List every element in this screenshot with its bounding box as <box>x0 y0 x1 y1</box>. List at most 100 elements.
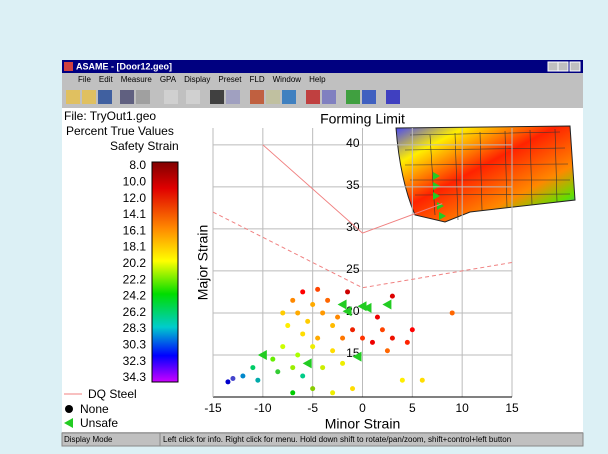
scale-label: 8.0 <box>129 158 146 172</box>
x-tick-label: 5 <box>409 401 416 415</box>
unsafe-point <box>342 306 352 317</box>
unsafe-point <box>382 299 392 310</box>
data-point <box>419 377 425 383</box>
data-point <box>290 365 296 371</box>
title-bar <box>62 60 583 73</box>
data-point <box>300 289 306 295</box>
unsafe-point <box>362 302 372 313</box>
y-tick-label: 40 <box>346 136 360 150</box>
data-point <box>404 339 410 345</box>
data-point <box>290 390 296 396</box>
menu-item[interactable]: FLD <box>249 75 264 84</box>
scale-label: 18.1 <box>123 240 147 254</box>
data-point <box>345 289 351 295</box>
legend-swatch <box>64 418 73 428</box>
menu-item[interactable]: GPA <box>160 75 177 84</box>
data-point <box>240 373 246 379</box>
data-point <box>290 297 296 303</box>
scale-label: 34.3 <box>123 370 147 384</box>
color-scale <box>151 161 179 383</box>
data-point <box>389 293 395 299</box>
data-point <box>399 377 405 383</box>
data-point <box>335 314 341 320</box>
status-mode: Display Mode <box>64 435 113 444</box>
data-point <box>300 331 306 337</box>
data-point <box>330 390 336 396</box>
x-tick-label: -15 <box>204 401 222 415</box>
y-tick-label: 35 <box>346 178 360 192</box>
data-point <box>350 327 356 333</box>
data-point <box>374 314 380 320</box>
window-controls[interactable] <box>547 61 581 84</box>
data-point <box>369 339 375 345</box>
data-point <box>330 323 336 329</box>
x-tick-label: 0 <box>359 401 366 415</box>
scale-label: 28.3 <box>123 321 147 335</box>
data-point <box>295 310 301 316</box>
menu-item[interactable]: Help <box>309 75 326 84</box>
x-tick-label: 15 <box>505 401 519 415</box>
data-point <box>350 386 356 392</box>
data-point <box>295 352 301 358</box>
x-tick-label: 10 <box>455 401 469 415</box>
mode-label: Percent True Values <box>66 124 174 138</box>
data-point <box>340 335 346 341</box>
data-point <box>409 327 415 333</box>
status-bar <box>61 432 584 447</box>
data-point <box>325 297 331 303</box>
data-point <box>310 344 316 350</box>
scale-label: 12.0 <box>123 191 147 205</box>
data-point <box>449 310 455 316</box>
data-point <box>330 348 336 354</box>
data-point <box>360 335 365 341</box>
data-point <box>389 335 395 341</box>
data-point <box>320 310 326 316</box>
data-point <box>275 369 281 375</box>
menu-item[interactable]: Window <box>273 75 302 84</box>
data-point <box>280 344 286 350</box>
menu-item[interactable]: Measure <box>121 75 153 84</box>
unsafe-point <box>257 349 267 360</box>
menu-item[interactable]: File <box>78 75 91 84</box>
scale-label: 10.0 <box>123 174 147 188</box>
fld-curve <box>262 144 443 234</box>
plot-title: Forming Limit <box>320 111 405 127</box>
menu-item[interactable]: Edit <box>99 75 114 84</box>
data-point <box>305 318 311 324</box>
data-point <box>255 377 261 383</box>
data-point <box>340 360 346 366</box>
data-point <box>250 365 256 371</box>
part-render <box>395 125 576 223</box>
unsafe-point <box>352 351 362 362</box>
legend-label: None <box>80 402 109 416</box>
data-point <box>379 327 385 333</box>
scale-label: 22.2 <box>123 272 147 286</box>
data-point <box>230 376 236 382</box>
scale-title: Safety Strain <box>110 139 179 153</box>
unsafe-point <box>302 358 312 369</box>
menu-item[interactable]: Preset <box>218 75 242 84</box>
data-point <box>315 335 321 341</box>
data-point <box>270 356 276 362</box>
data-point <box>310 386 316 392</box>
x-tick-label: -10 <box>254 401 272 415</box>
data-point <box>285 323 291 329</box>
menu-item[interactable]: Display <box>184 75 210 84</box>
scale-label: 32.3 <box>123 354 147 368</box>
file-label: File: TryOut1.geo <box>64 109 156 123</box>
data-point <box>384 348 390 354</box>
data-point <box>315 286 321 292</box>
data-point <box>280 310 286 316</box>
y-tick-label: 25 <box>346 262 360 276</box>
scale-label: 26.2 <box>123 305 147 319</box>
x-axis-label: Minor Strain <box>325 416 400 432</box>
scale-label: 30.3 <box>123 338 147 352</box>
scale-label: 24.2 <box>123 289 147 303</box>
legend-label: Unsafe <box>80 416 118 430</box>
legend-swatch <box>65 405 73 413</box>
toolbar <box>66 90 400 104</box>
unsafe-point <box>337 299 347 310</box>
